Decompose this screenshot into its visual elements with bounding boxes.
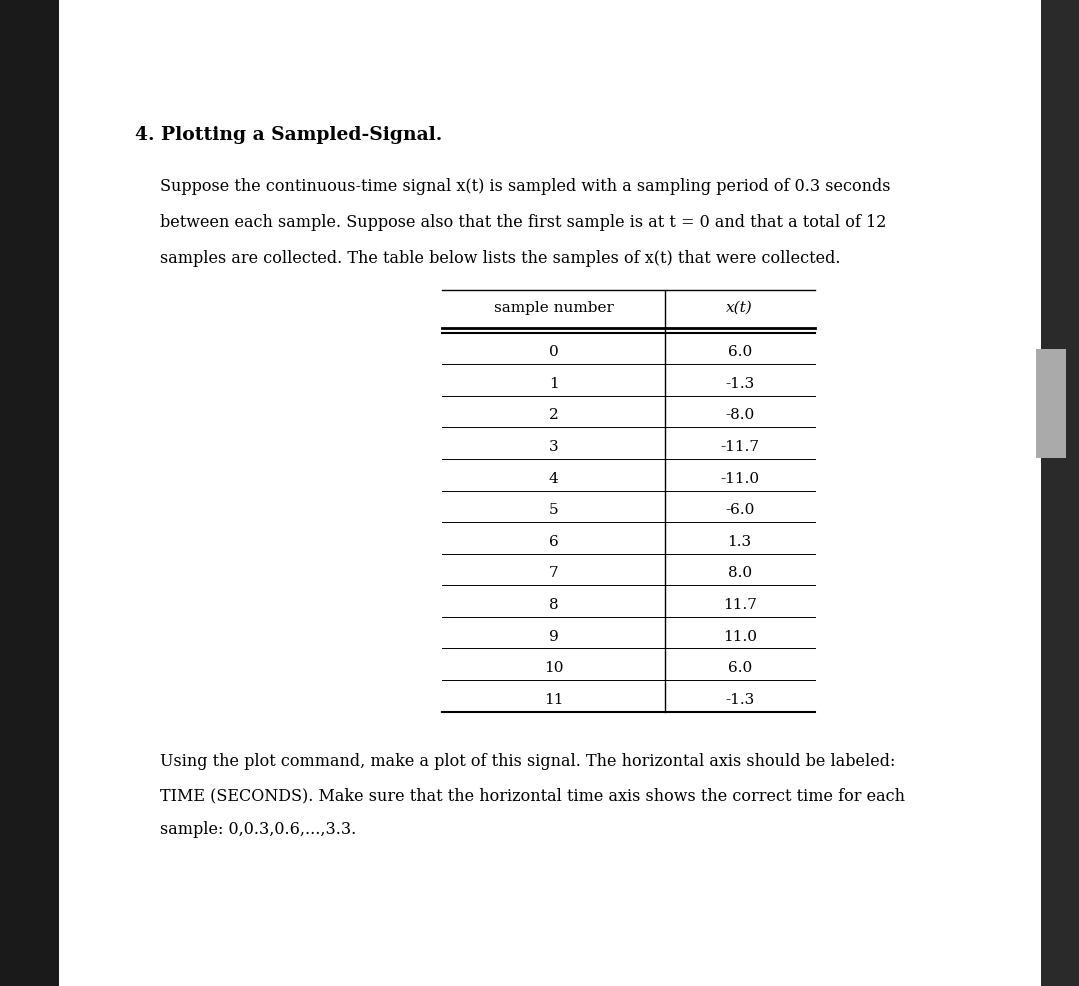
- Text: 1.3: 1.3: [727, 534, 752, 548]
- Text: sample number: sample number: [493, 301, 614, 315]
- Text: 11.7: 11.7: [723, 598, 756, 611]
- Text: 6: 6: [548, 534, 559, 548]
- Text: -11.7: -11.7: [720, 440, 760, 454]
- Text: -1.3: -1.3: [725, 692, 754, 706]
- Text: samples are collected. The table below lists the samples of x(t) that were colle: samples are collected. The table below l…: [160, 249, 841, 266]
- Text: 8: 8: [549, 598, 558, 611]
- Text: x(t): x(t): [726, 301, 753, 315]
- Text: 6.0: 6.0: [727, 661, 752, 674]
- Text: 4: 4: [548, 471, 559, 485]
- Text: Suppose the continuous-time signal x(t) is sampled with a sampling period of 0.3: Suppose the continuous-time signal x(t) …: [160, 178, 890, 195]
- Text: 6.0: 6.0: [727, 345, 752, 359]
- Text: -11.0: -11.0: [720, 471, 760, 485]
- Text: 7: 7: [549, 566, 558, 580]
- Text: between each sample. Suppose also that the first sample is at t = 0 and that a t: between each sample. Suppose also that t…: [160, 214, 886, 231]
- Text: 1: 1: [548, 377, 559, 390]
- Text: 2: 2: [548, 408, 559, 422]
- Text: -1.3: -1.3: [725, 377, 754, 390]
- Text: 5: 5: [549, 503, 558, 517]
- Text: -8.0: -8.0: [725, 408, 754, 422]
- Text: sample: 0,0.3,0.6,...,3.3.: sample: 0,0.3,0.6,...,3.3.: [160, 820, 356, 837]
- Text: 3: 3: [549, 440, 558, 454]
- Text: -6.0: -6.0: [725, 503, 754, 517]
- Text: 11.0: 11.0: [723, 629, 756, 643]
- Text: 10: 10: [544, 661, 563, 674]
- Text: Using the plot command, make a plot of this signal. The horizontal axis should b: Using the plot command, make a plot of t…: [160, 752, 896, 769]
- Text: TIME (SECONDS). Make sure that the horizontal time axis shows the correct time f: TIME (SECONDS). Make sure that the horiz…: [160, 787, 904, 804]
- Text: 8.0: 8.0: [727, 566, 752, 580]
- Text: 0: 0: [548, 345, 559, 359]
- Text: 9: 9: [548, 629, 559, 643]
- Text: 4. Plotting a Sampled-Signal.: 4. Plotting a Sampled-Signal.: [135, 126, 442, 144]
- Text: 11: 11: [544, 692, 563, 706]
